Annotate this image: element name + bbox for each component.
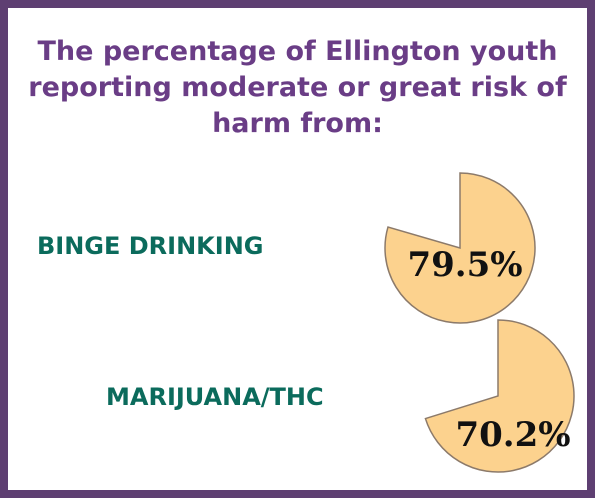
marijuana-thc-label: MARIJUANA/THC [106,383,324,411]
marijuana-thc-value-label: 70.2% [455,415,570,455]
binge-drinking-value-label: 79.5% [407,245,522,285]
infographic-title: The percentage of Ellington youth report… [28,36,567,139]
binge-drinking-pie-slice [384,172,536,324]
binge-drinking-label: BINGE DRINKING [37,232,264,260]
marijuana-thc-pie-slice [424,319,575,473]
